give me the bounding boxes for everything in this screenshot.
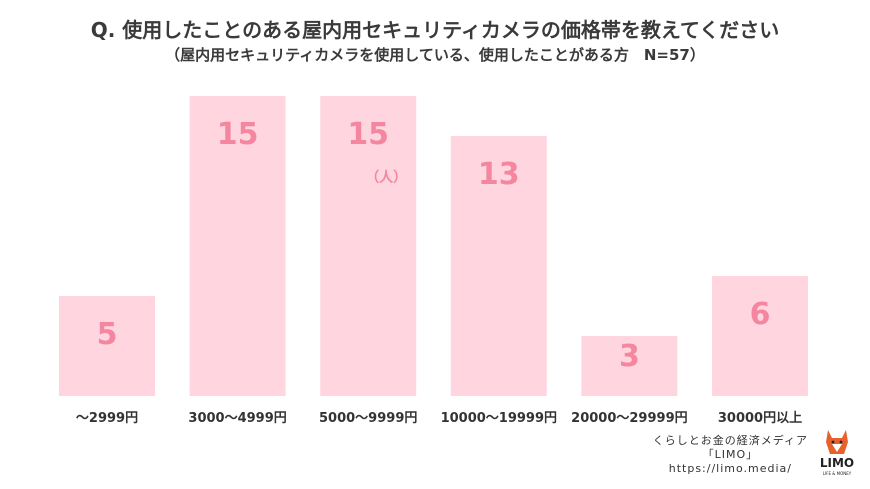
bar-value-label-3: 13	[478, 157, 520, 192]
category-label-5: 30000円以上	[718, 411, 802, 426]
category-label-1: 3000～4999円	[188, 411, 286, 426]
bar-chart: 5 ～2999円 15 3000～4999円 15 5000～9999円 13 10000～1…	[59, 96, 808, 426]
chart-subtitle: （屋内用セキュリティカメラを使用している、使用したことがある方 N=57）	[165, 46, 705, 64]
bar-0	[59, 296, 155, 396]
logo-text: LIMO	[819, 456, 855, 470]
bar-value-label-1: 15	[217, 117, 259, 152]
bar-value-label-2: 15	[347, 117, 389, 152]
footer-url: https://limo.media/	[668, 462, 793, 475]
unit-label: （人）	[365, 169, 407, 186]
footer-brand: 「LIMO」	[702, 448, 759, 461]
bar-2	[320, 96, 417, 396]
category-label-4: 20000～29999円	[571, 411, 687, 426]
footer-tagline: くらしとお金の経済メディア	[652, 434, 808, 447]
bar-5	[712, 276, 808, 396]
fox-icon	[826, 430, 848, 454]
bar-value-label-0: 5	[97, 317, 118, 352]
bar-4	[581, 336, 678, 396]
category-label-3: 10000～19999円	[441, 411, 557, 426]
chart-title: Q. 使用したことのある屋内用セキュリティカメラの価格帯を教えてください	[90, 18, 780, 42]
bar-1	[189, 96, 286, 396]
bar-3	[450, 136, 547, 396]
bar-value-label-4: 3	[619, 339, 640, 374]
category-label-0: ～2999円	[76, 411, 138, 426]
bar-value-label-5: 6	[750, 297, 771, 332]
limo-logo: LIMO LIFE & MONEY	[814, 428, 860, 480]
footer-credit: くらしとお金の経済メディア 「LIMO」 https://limo.media/	[653, 434, 808, 476]
logo-subtext: LIFE & MONEY	[822, 471, 852, 476]
category-label-2: 5000～9999円	[319, 411, 417, 426]
